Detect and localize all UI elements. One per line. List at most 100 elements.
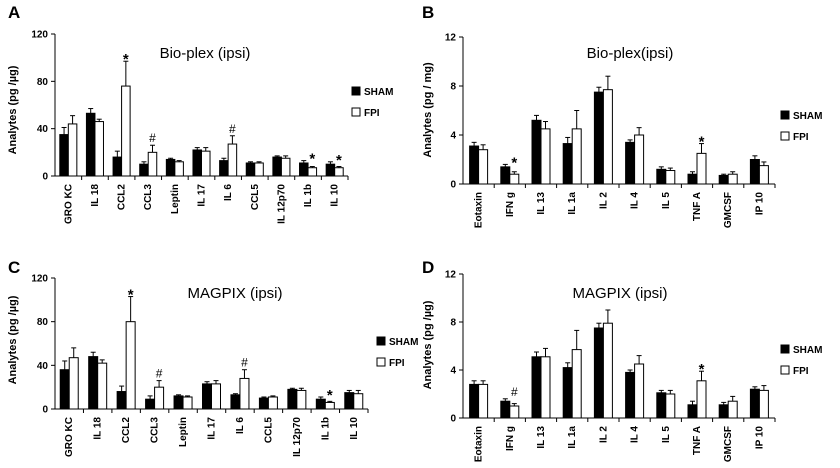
bar-sham <box>531 119 542 185</box>
panel-c: C MAGPIX (ipsi) 0 40 80 120 Analytes (pg /µg) G… <box>7 258 418 457</box>
y-tick-label: 80 <box>37 317 49 328</box>
bar-fpi <box>602 89 613 185</box>
x-tick-label: CCL3 <box>150 417 161 444</box>
significance-star: * <box>699 361 705 378</box>
bar-fpi <box>280 157 291 177</box>
x-tick-label: CCL5 <box>263 417 274 444</box>
bar-sham <box>59 134 69 177</box>
bar-fpi <box>97 362 108 410</box>
x-tick-label: IL 17 <box>197 184 208 207</box>
y-tick-label: 0 <box>450 180 456 191</box>
bar-fpi <box>634 363 645 419</box>
bar-sham <box>59 369 70 410</box>
bar-sham <box>116 391 127 410</box>
bar-sham <box>593 327 604 419</box>
x-tick-label: GMCSF <box>723 426 734 462</box>
bar-fpi <box>68 357 79 410</box>
x-tick-label: IP 10 <box>754 192 765 216</box>
significance-hash: # <box>149 131 156 145</box>
bar-fpi <box>602 322 613 419</box>
significance-star: * <box>699 134 705 151</box>
bar-fpi <box>174 161 184 177</box>
bar-sham <box>625 141 636 185</box>
bar-fpi <box>571 128 582 185</box>
y-axis-label: Analytes (pg /µg) <box>7 65 19 154</box>
significance-hash: # <box>229 122 236 136</box>
bar-sham <box>258 397 269 410</box>
bar-fpi <box>67 123 78 177</box>
y-tick-label: 80 <box>37 77 49 88</box>
panel-letter: C <box>8 258 20 277</box>
bar-sham <box>112 156 123 177</box>
bar-sham <box>344 392 355 410</box>
bar-fpi <box>121 85 131 177</box>
bar-sham <box>192 149 202 177</box>
legend-label-fpi: FPI <box>364 108 380 119</box>
bar-fpi <box>571 349 582 419</box>
x-tick-label: CCL3 <box>143 184 154 211</box>
bar-sham <box>145 398 156 410</box>
bar-sham <box>272 156 282 177</box>
bar-fpi <box>254 162 264 177</box>
x-tick-label: TNF A <box>692 426 703 455</box>
bar-sham <box>593 91 604 185</box>
bar-fpi <box>634 134 645 185</box>
bar-sham <box>562 367 573 419</box>
bar-sham <box>500 166 511 185</box>
bar-fpi <box>211 383 221 410</box>
y-axis-label: Analytes (pg /µg) <box>422 300 434 389</box>
significance-star: * <box>511 154 517 171</box>
bar-sham <box>299 162 309 177</box>
bar-fpi <box>307 167 318 177</box>
bar-fpi <box>94 121 104 177</box>
bar-fpi <box>182 396 193 410</box>
significance-star: * <box>123 51 129 68</box>
bar-fpi <box>239 377 250 410</box>
panel-a: A Bio-plex (ipsi) 0 40 80 120 Analytes (pg /µg… <box>7 3 393 224</box>
bar-fpi <box>478 149 489 185</box>
panel-title: Bio-plex(ipsi) <box>587 45 674 62</box>
x-tick-label: IL 1b <box>303 184 314 207</box>
bar-sham <box>173 395 184 410</box>
panel-title: Bio-plex (ipsi) <box>160 45 251 62</box>
y-tick-label: 40 <box>37 124 49 135</box>
bar-fpi <box>727 400 738 419</box>
x-tick-label: IL 1a <box>567 192 578 215</box>
legend-label-fpi: FPI <box>793 366 809 377</box>
bar-fpi <box>334 167 344 177</box>
x-tick-label: GRO KC <box>63 184 74 224</box>
legend-swatch-sham <box>780 344 790 354</box>
x-tick-label: Eotaxin <box>474 192 485 228</box>
significance-star: * <box>336 152 342 169</box>
bar-fpi <box>665 170 676 185</box>
bar-sham <box>230 394 241 410</box>
x-tick-label: CCL2 <box>117 184 128 211</box>
significance-star: * <box>309 151 315 168</box>
x-tick-label: IL 17 <box>207 417 218 440</box>
x-tick-label: IL 2 <box>598 426 609 443</box>
panel-letter: A <box>8 3 20 22</box>
x-tick-label: IL 10 <box>330 184 341 207</box>
y-tick-label: 8 <box>450 318 456 329</box>
x-tick-label: Eotaxin <box>474 426 485 462</box>
bar-fpi <box>727 173 738 185</box>
y-tick-label: 12 <box>445 270 457 281</box>
bar-sham <box>139 163 149 177</box>
legend-swatch-sham <box>351 86 361 96</box>
x-tick-label: IL 12p70 <box>292 417 303 457</box>
bar-fpi <box>478 383 489 419</box>
bar-sham <box>315 398 326 410</box>
x-tick-label: IL 18 <box>90 184 101 207</box>
x-tick-label: IL 13 <box>536 192 547 215</box>
x-tick-label: IL 5 <box>661 426 672 443</box>
bar-fpi <box>509 405 520 419</box>
y-tick-label: 120 <box>31 30 48 41</box>
legend-label-sham: SHAM <box>793 111 822 122</box>
x-tick-label: Leptin <box>178 417 189 447</box>
y-tick-label: 8 <box>450 82 456 93</box>
bar-sham <box>165 158 176 177</box>
legend-swatch-sham <box>780 110 790 120</box>
bar-sham <box>656 168 667 185</box>
bar-fpi <box>540 356 551 419</box>
bar-sham <box>500 400 511 419</box>
